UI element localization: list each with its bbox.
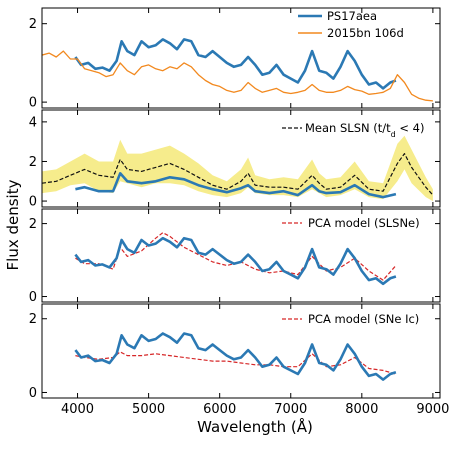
panel-frame: [41, 7, 441, 109]
y-tick-label: 2: [29, 155, 37, 170]
x-tick-label: 6000: [203, 402, 236, 417]
scatter-band: [42, 135, 433, 202]
x-tick-label: 4000: [61, 402, 94, 417]
legend-sub-d: d: [391, 130, 396, 139]
y-tick-label: 2: [29, 217, 37, 232]
y-tick-label: 2: [29, 312, 37, 327]
legend-label-ps17aea: PS17aea: [327, 9, 377, 23]
series-line-1: [42, 50, 433, 102]
panel-frame: [41, 109, 441, 208]
series-line-0: [75, 232, 397, 281]
x-tick-label: 7000: [274, 402, 307, 417]
x-tick-label: 8000: [345, 402, 378, 417]
panel-frame: [41, 208, 441, 303]
legend-label-pca-sne-ic: PCA model (SNe Ic): [308, 312, 419, 326]
series-line-1: [74, 332, 397, 381]
y-tick-label: 4: [29, 115, 37, 130]
y-tick-label: 0: [29, 195, 37, 210]
series-line-1: [75, 172, 397, 199]
legend-rest: < 4): [396, 121, 425, 135]
y-tick-label: 2: [29, 17, 37, 32]
y-tick-label: 0: [29, 386, 37, 401]
series-line-0: [74, 38, 397, 90]
legend-label-2015bn: 2015bn 106d: [327, 26, 404, 40]
y-tick-label: 0: [29, 96, 37, 111]
x-tick-label: 5000: [132, 402, 165, 417]
series-line-0: [75, 351, 397, 375]
legend-label-mean-slsn: Mean SLSN (t/td < 4): [305, 121, 424, 139]
series-line-0: [42, 153, 434, 196]
x-axis-label: Wavelength (Å): [197, 417, 313, 436]
panel-frame: [41, 303, 441, 399]
series-line-1: [74, 236, 397, 286]
y-tick-label: 0: [29, 290, 37, 305]
x-tick-label: 9000: [416, 402, 449, 417]
legend-label-pca-slsne: PCA model (SLSNe): [308, 216, 420, 230]
y-axis-label: Flux density: [4, 179, 22, 270]
